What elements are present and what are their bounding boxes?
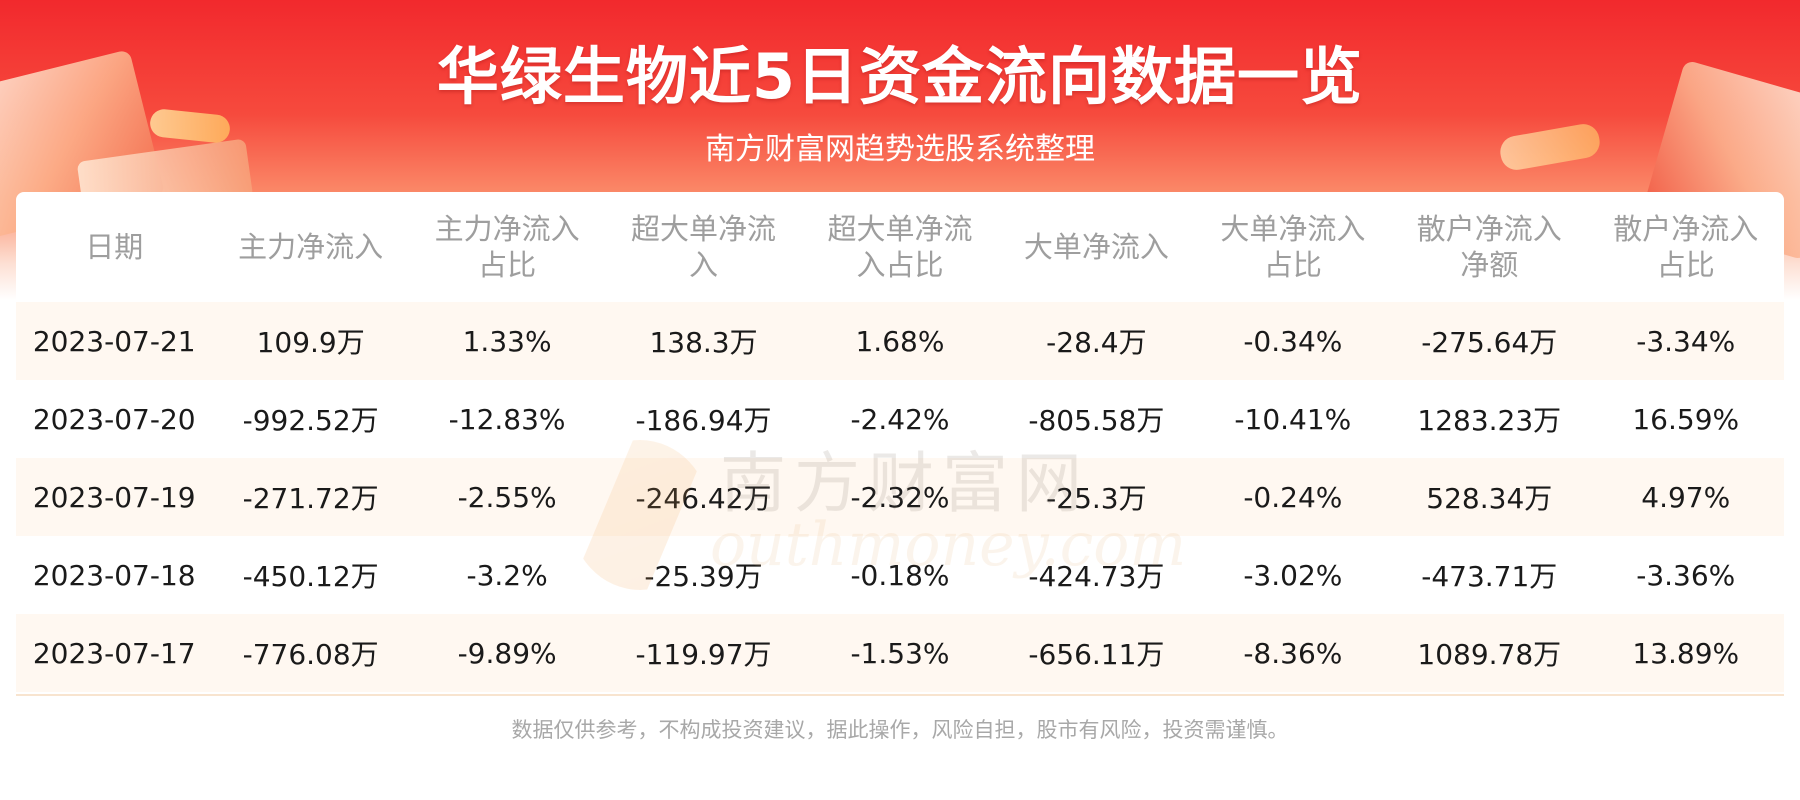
fund-flow-table: 日期 主力净流入 主力净流入 占比 超大单净流入超大单净流 入占比 大单净流入 大单净流入 占比…: [16, 192, 1784, 692]
table-row: 2023-07-18 -450.12万 -3.2% -25.39万 -0.18% -424…: [16, 536, 1784, 614]
value-cell: 1.33%: [408, 302, 606, 380]
value-cell: -3.2%: [466, 558, 548, 592]
column-header-line: 占比: [1263, 248, 1322, 282]
page-title: 华绿生物近5日资金流向数据一览: [436, 40, 1364, 113]
value-cell: 16.59%: [1632, 402, 1740, 436]
value-cell: 1089.78万: [1391, 614, 1588, 692]
column-header-line: 入占比: [856, 248, 944, 282]
column-header: 主力净流入: [212, 192, 408, 302]
value-cell: -656.11万: [998, 614, 1195, 692]
value-cell: -25.3万: [998, 458, 1195, 536]
date-cell: 2023-07-20: [32, 402, 196, 436]
value-cell: -271.72万: [212, 458, 409, 536]
value-cell: 1.68%: [801, 302, 999, 380]
date-cell: 2023-07-21: [16, 302, 213, 380]
column-header: 散户净流入 净额: [1391, 192, 1587, 302]
column-header: 大单净流入 占比: [1195, 192, 1391, 302]
value-cell: -25.39万: [644, 560, 763, 593]
value-cell: -8.36%: [1194, 614, 1392, 692]
value-cell: -3.34%: [1587, 302, 1784, 380]
value-cell: -0.24%: [1194, 458, 1392, 536]
column-header-line: 主力净流入: [238, 230, 384, 264]
column-header: 超大单净流入: [605, 192, 801, 302]
column-header: 日期: [16, 192, 212, 302]
value-cell: 109.9万: [212, 302, 409, 380]
column-header-line: 占比: [478, 248, 537, 282]
value-cell: -0.34%: [1194, 302, 1392, 380]
value-cell: -0.18%: [850, 558, 950, 592]
value-cell: -1.53%: [801, 614, 999, 692]
value-cell: -473.71万: [1421, 560, 1558, 593]
value-cell: -119.97万: [605, 614, 802, 692]
value-cell: -9.89%: [408, 614, 606, 692]
column-header-line: 大单净流入: [1220, 212, 1366, 246]
column-header-line: 净额: [1460, 248, 1519, 282]
column-header: 大单净流入: [998, 192, 1194, 302]
column-header-line: 超大单净流: [827, 212, 973, 246]
date-cell: 2023-07-18: [32, 558, 196, 592]
table-card: 日期 主力净流入 主力净流入 占比 超大单净流入超大单净流 入占比 大单净流入 大单净流入 占比…: [16, 192, 1784, 696]
value-cell: 138.3万: [605, 302, 802, 380]
value-cell: -275.64万: [1391, 302, 1588, 380]
table-body: 2023-07-21 109.9万 1.33% 138.3万 1.68% -28.4万 -0…: [16, 302, 1784, 692]
date-cell: 2023-07-19: [16, 458, 213, 536]
value-cell: -992.52万: [242, 404, 379, 437]
table-row: 2023-07-19 -271.72万 -2.55% -246.42万 -2.32% -2…: [16, 458, 1784, 536]
column-header: 超大单净流 入占比: [802, 192, 998, 302]
table-header-row: 日期 主力净流入 主力净流入 占比 超大单净流入超大单净流 入占比 大单净流入 大单净流入 占比…: [16, 192, 1784, 302]
disclaimer-text: 数据仅供参考，不构成投资建议，据此操作，风险自担，股市有风险，投资需谨慎。: [511, 718, 1289, 742]
column-header: 散户净流入 占比: [1588, 192, 1785, 302]
table-row: 2023-07-21 109.9万 1.33% 138.3万 1.68% -28.4万 -0…: [16, 302, 1784, 380]
value-cell: -186.94万: [635, 404, 772, 437]
value-cell: -2.55%: [408, 458, 606, 536]
value-cell: 528.34万: [1391, 458, 1588, 536]
value-cell: -776.08万: [212, 614, 409, 692]
value-cell: -3.36%: [1636, 558, 1736, 592]
column-header-line: 散户净流入: [1416, 212, 1562, 246]
table-row: 2023-07-20 -992.52万 -12.83% -186.94万 -2.42% -…: [16, 380, 1784, 458]
date-cell: 2023-07-17: [16, 614, 213, 692]
column-header-line: 超大单净流: [631, 212, 777, 246]
value-cell: -805.58万: [1028, 404, 1165, 437]
column-header-line: 入: [689, 248, 719, 282]
value-cell: -2.42%: [850, 402, 950, 436]
column-header-line: 占比: [1656, 248, 1715, 282]
value-cell: -10.41%: [1234, 402, 1352, 436]
value-cell: -450.12万: [242, 560, 379, 593]
value-cell: -246.42万: [605, 458, 802, 536]
value-cell: -2.32%: [801, 458, 999, 536]
column-header-line: 大单净流入: [1023, 230, 1169, 264]
page-subtitle: 南方财富网趋势选股系统整理: [705, 132, 1095, 167]
value-cell: 1283.23万: [1417, 404, 1562, 437]
value-cell: -12.83%: [448, 402, 566, 436]
value-cell: -3.02%: [1243, 558, 1343, 592]
column-header-line: 日期: [85, 230, 144, 264]
table-row: 2023-07-17 -776.08万 -9.89% -119.97万 -1.53% -6…: [16, 614, 1784, 692]
value-cell: 13.89%: [1587, 614, 1784, 692]
column-header-line: 散户净流入: [1613, 212, 1759, 246]
value-cell: -28.4万: [998, 302, 1195, 380]
value-cell: -424.73万: [1028, 560, 1165, 593]
column-header: 主力净流入 占比: [409, 192, 605, 302]
value-cell: 4.97%: [1587, 458, 1784, 536]
column-header-line: 主力净流入: [434, 212, 580, 246]
